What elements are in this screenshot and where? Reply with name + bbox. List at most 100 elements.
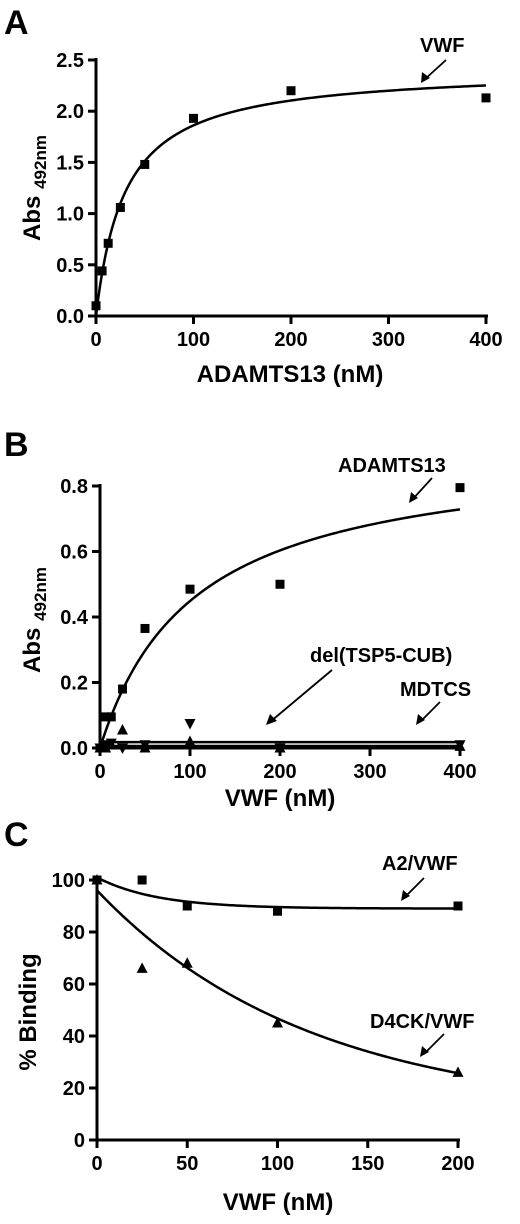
panel-a-curves: [94, 84, 487, 317]
panel-a-y-tick-label: 0.0: [56, 306, 84, 328]
data-point-vwf: [189, 113, 198, 123]
data-point-vwf: [286, 86, 296, 96]
panel-a-y-axis-title-sub: 492nm: [31, 135, 50, 189]
data-point-mdtcs: [100, 742, 112, 753]
panel-c: C 0 50 100 150 200 0 20 40 60 80 100 VWF (nM) % Bi…: [4, 816, 475, 1216]
series-label-mdtcs: MDTCS: [400, 679, 471, 701]
panel-letter-c: C: [4, 816, 29, 854]
panel-b-y-axis-title-main: Abs: [19, 621, 46, 673]
fit-curve-adamts13: [98, 508, 461, 749]
panel-c-x-tick-label: 200: [441, 1153, 474, 1175]
data-point-mdtcs: [454, 740, 466, 751]
panel-b-y-axis-title-sub: 492nm: [31, 567, 50, 621]
panel-c-x-axis-title: VWF (nM): [223, 1189, 334, 1216]
data-point-adamts13: [140, 623, 150, 633]
data-point-mdtcs: [274, 742, 286, 753]
panel-a: A 0 100 200 300 400 0.0 0.5 1.0 1.5 2.0 2.5 ADAMTS…: [4, 4, 503, 388]
series-label-adamts13: ADAMTS13: [338, 455, 446, 477]
arrow-a2-vwf-head: [401, 890, 410, 901]
data-point-vwf: [97, 266, 107, 276]
panel-c-y-tick-label: 20: [63, 1078, 85, 1100]
fit-curve-d4ck-vwf: [96, 889, 459, 1075]
panel-c-y-tick-label: 100: [52, 870, 85, 892]
data-point-a2-vwf: [182, 901, 192, 911]
panel-b-y-axis-title: Abs 492nm: [19, 567, 50, 673]
data-point-vwf: [91, 301, 101, 311]
panel-b-x-tick-label: 200: [263, 761, 296, 783]
panel-c-x-tick-label: 0: [91, 1153, 102, 1175]
data-point-d4ck-vwf: [272, 1017, 283, 1028]
arrow-adamts13-head: [409, 492, 418, 503]
panel-a-x-tick-label: 0: [90, 329, 101, 351]
arrow-del-tsp5-cub: [269, 669, 333, 723]
panel-a-y-tick-label: 2.0: [56, 101, 84, 123]
data-point-mdtcs: [139, 742, 151, 753]
panel-b-points: [94, 483, 466, 754]
data-point-vwf: [481, 93, 491, 103]
data-point-del-tsp5-cub: [117, 743, 128, 754]
data-point-adamts13: [106, 712, 116, 722]
data-point-d4ck-vwf: [452, 1066, 464, 1077]
data-point-a2-vwf: [453, 901, 463, 911]
panel-b-y-tick-label: 0.8: [60, 476, 88, 498]
data-point-a2-vwf: [273, 906, 282, 916]
data-point-adamts13: [275, 579, 285, 589]
panel-a-y-axis-title-main: Abs: [19, 189, 46, 241]
panel-c-y-tick-label: 80: [63, 922, 85, 944]
panel-letter-a: A: [4, 4, 29, 42]
panel-c-points: [91, 874, 464, 1077]
panel-a-ticks: 0 100 200 300 400 0.0 0.5 1.0 1.5 2.0 2.5: [56, 50, 503, 351]
panel-c-y-tick-label: 40: [63, 1026, 85, 1048]
data-point-vwf: [103, 238, 113, 248]
panel-a-y-axis-title: Abs 492nm: [19, 135, 50, 241]
data-point-a2-vwf: [137, 875, 147, 885]
data-point-mdtcs: [105, 738, 117, 750]
panel-b-ticks: 0 100 200 300 400 0.0 0.2 0.4 0.6 0.8: [60, 476, 477, 783]
panel-a-y-tick-label: 1.0: [56, 204, 84, 226]
arrow-d4ck-vwf-head: [420, 1046, 429, 1057]
panel-c-y-tick-label: 60: [63, 974, 85, 996]
data-point-adamts13: [185, 584, 195, 594]
panel-b-x-tick-label: 300: [353, 761, 386, 783]
data-point-d4ck-vwf: [181, 957, 193, 968]
panel-c-x-tick-label: 100: [261, 1153, 294, 1175]
data-point-adamts13: [455, 483, 465, 493]
arrow-vwf-head: [421, 72, 430, 83]
panel-c-y-tick-label: 0: [74, 1130, 85, 1152]
panel-b-y-tick-label: 0.4: [60, 607, 89, 629]
panel-letter-b: B: [4, 426, 29, 464]
fit-curve-vwf: [94, 84, 487, 317]
panel-b-x-tick-label: 100: [173, 761, 206, 783]
panel-b-y-tick-label: 0.2: [60, 673, 88, 695]
panel-b-x-axis-title: VWF (nM): [225, 785, 336, 812]
data-point-d4ck-vwf: [91, 874, 103, 885]
panel-a-y-tick-label: 1.5: [56, 152, 84, 174]
panel-b-x-tick-label: 400: [443, 761, 476, 783]
data-point-adamts13: [118, 684, 127, 694]
data-point-d4ck-vwf: [136, 962, 148, 973]
data-point-del-tsp5-cub: [184, 718, 196, 730]
panel-a-points: [91, 86, 491, 311]
panel-c-y-axis-title: % Binding: [15, 953, 42, 1070]
series-label-vwf: VWF: [420, 35, 464, 57]
panel-c-y-axis-title-main: % Binding: [15, 953, 42, 1070]
panel-b-y-tick-label: 0.6: [60, 542, 88, 564]
series-label-d4ck-vwf: D4CK/VWF: [370, 1011, 474, 1033]
data-point-vwf: [140, 159, 150, 169]
panel-b-x-tick-label: 0: [94, 761, 105, 783]
panel-a-x-axis-title: ADAMTS13 (nM): [197, 361, 384, 388]
panel-a-y-tick-label: 2.5: [56, 50, 84, 72]
panel-a-y-tick-label: 0.5: [56, 255, 84, 277]
series-label-a2-vwf: A2/VWF: [382, 853, 458, 875]
arrow-del-tsp5-cub-head: [266, 714, 277, 725]
panel-b-curves: [98, 508, 461, 749]
panel-a-x-tick-label: 300: [372, 329, 405, 351]
data-point-vwf: [115, 202, 125, 212]
arrow-mdtcs-head: [416, 714, 425, 725]
panel-c-x-tick-label: 50: [176, 1153, 198, 1175]
data-point-mdtcs: [184, 735, 196, 746]
series-label-del-tsp5-cub: del(TSP5-CUB): [310, 645, 452, 667]
data-point-adamts13: [101, 712, 111, 722]
